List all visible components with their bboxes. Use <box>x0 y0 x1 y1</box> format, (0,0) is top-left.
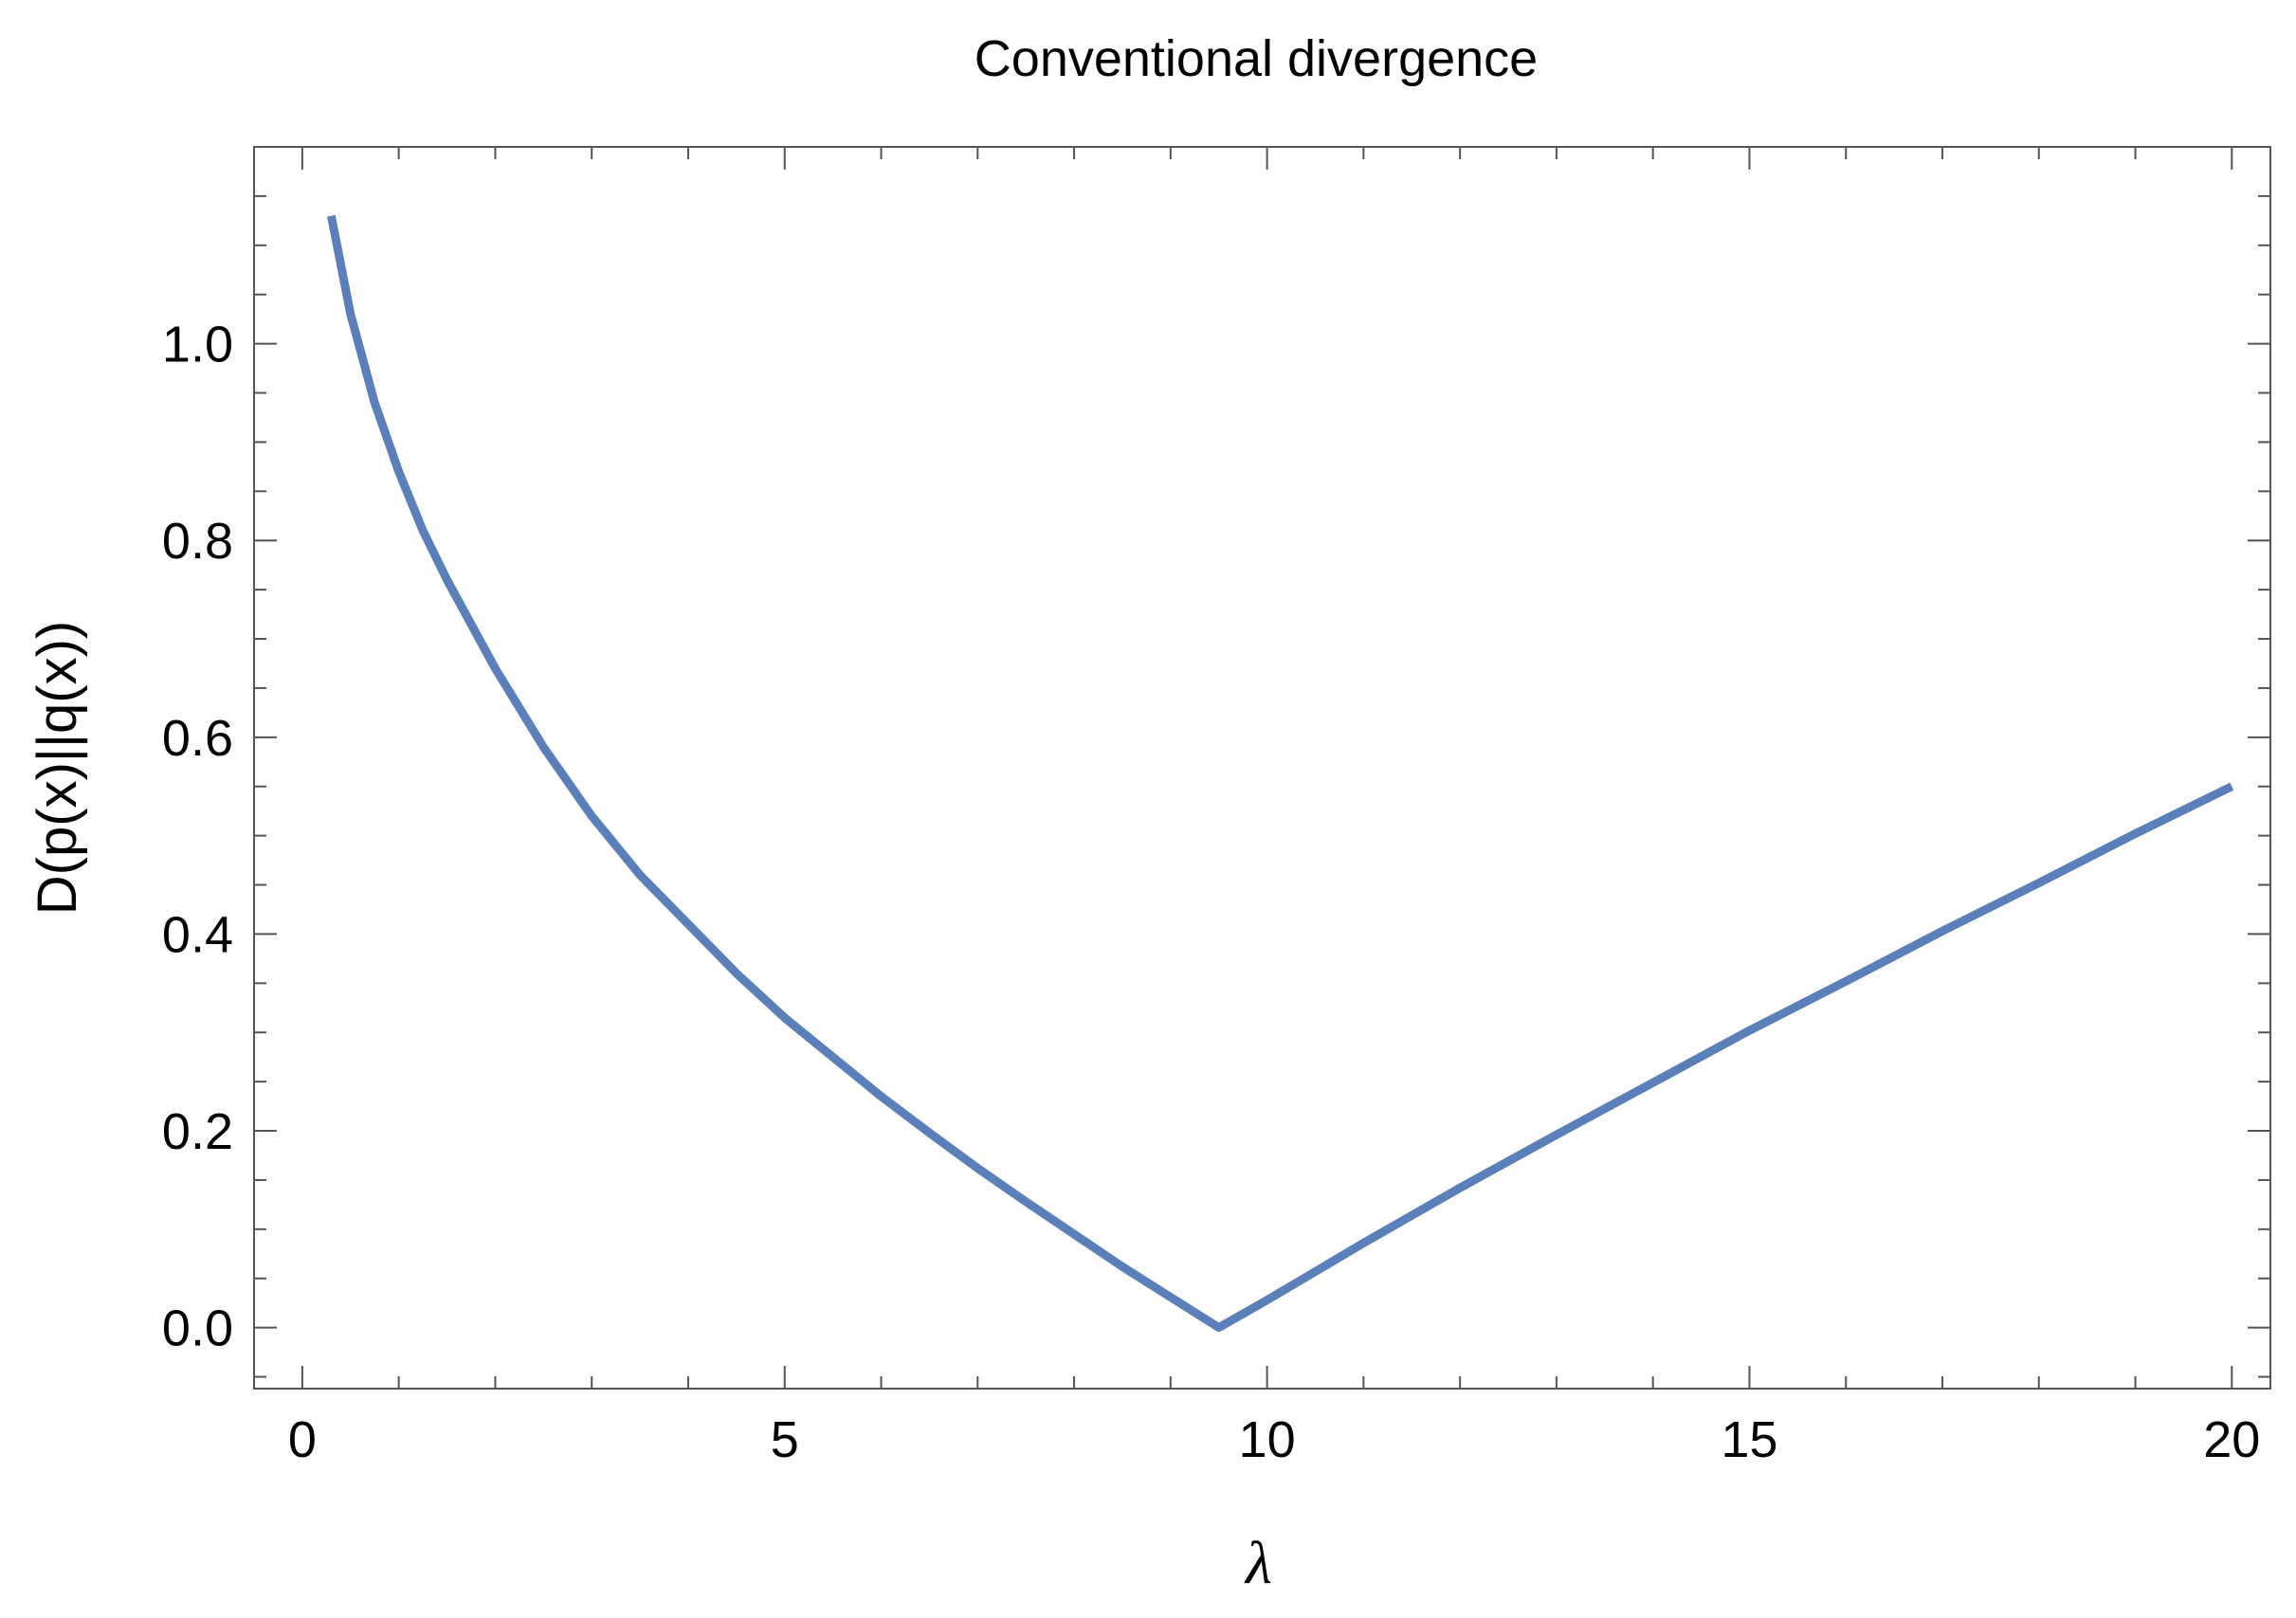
y-tick-label: 0.0 <box>162 1300 233 1357</box>
x-tick-label: 5 <box>771 1411 799 1468</box>
y-tick-label: 0.2 <box>162 1103 233 1160</box>
x-tick-label: 10 <box>1239 1411 1296 1468</box>
series-layer <box>326 214 2234 1333</box>
x-tick-label: 15 <box>1721 1411 1777 1468</box>
x-tick-label: 20 <box>2203 1411 2260 1468</box>
y-tick-label: 0.6 <box>162 710 233 767</box>
x-axis-ticks: 0 5 10 15 20 <box>288 147 2260 1468</box>
y-axis-ticks: 0.0 0.2 0.4 0.6 0.8 1.0 <box>162 194 2270 1378</box>
x-axis-label: λ <box>1244 1529 1272 1596</box>
y-tick-label: 0.4 <box>162 906 233 963</box>
y-tick-label: 0.8 <box>162 513 233 570</box>
y-axis-label: D(p(x)||q(x)) <box>27 621 88 915</box>
chart-title: Conventional divergence <box>975 30 1538 87</box>
y-tick-label: 1.0 <box>162 317 233 373</box>
x-tick-label: 0 <box>288 1411 317 1468</box>
plot-frame <box>253 146 2271 1390</box>
series-line <box>326 214 2234 1333</box>
